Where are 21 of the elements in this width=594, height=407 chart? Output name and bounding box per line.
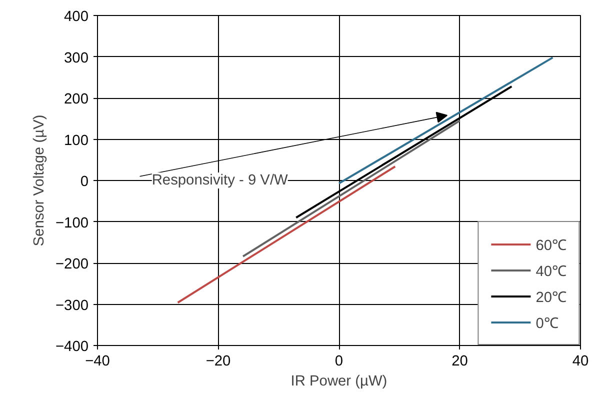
y-tick-label: 200 [64,92,89,108]
y-tick-label: −400 [55,339,89,355]
x-tick-label: 40 [572,354,589,370]
legend-label: 20℃ [536,289,567,306]
y-tick-label: −200 [55,256,89,272]
y-axis-title: Sensor Voltage (µV) [31,114,48,246]
y-tick-label: 400 [64,9,89,25]
y-tick-label: −300 [55,298,89,314]
annotation: Responsivity - 9 V/W [152,172,288,188]
y-tick-label: 0 [80,174,89,190]
x-tick-label: 20 [452,354,468,370]
x-axis-title: IR Power (µW) [290,374,388,390]
legend-label: 40℃ [536,263,567,280]
y-tick-label: 100 [64,132,89,149]
legend-label: 0℃ [536,315,559,332]
y-tick-label: 300 [64,50,89,66]
legend-label: 60℃ [536,237,567,254]
x-tick-label: −20 [206,354,231,370]
x-tick-label: 0 [334,354,344,370]
y-tick-label: −100 [55,215,89,232]
x-tick-label: −40 [85,354,110,370]
